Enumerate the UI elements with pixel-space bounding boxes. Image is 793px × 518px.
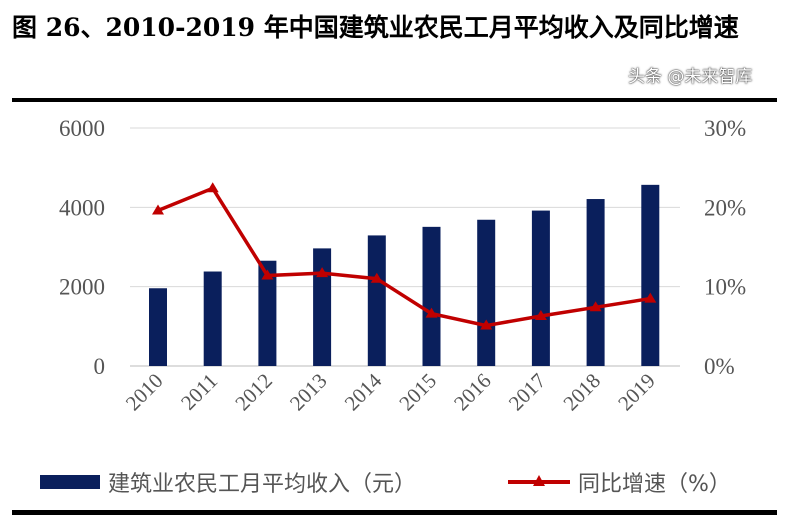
x-tick-label: 2016 (449, 369, 496, 416)
x-tick-label: 2011 (176, 369, 222, 415)
growth-marker-2012 (261, 269, 274, 280)
top-rule (12, 98, 777, 102)
x-tick-label: 2015 (394, 369, 441, 416)
x-tick-label: 2013 (285, 369, 332, 416)
left-tick-label: 2000 (59, 275, 105, 300)
growth-marker-2017 (534, 310, 547, 321)
x-tick-label: 2012 (230, 369, 277, 416)
bar-2014 (367, 235, 386, 366)
chart-title: 图 26、2010-2019 年中国建筑业农民工月平均收入及同比增速 (12, 13, 739, 42)
growth-marker-2011 (206, 182, 219, 193)
bar-2016 (477, 219, 496, 366)
bar-2015 (422, 226, 441, 366)
watermark: 头条 @未来智库 (628, 67, 753, 87)
growth-marker-2013 (316, 267, 329, 278)
bar-2018 (586, 199, 605, 366)
growth-marker-2016 (480, 319, 493, 330)
left-tick-label: 4000 (59, 195, 105, 220)
x-tick-label: 2014 (340, 368, 387, 415)
x-tick-label: 2017 (504, 369, 551, 416)
right-tick-label: 10% (704, 275, 746, 300)
x-tick-label: 2018 (558, 369, 605, 416)
bar-2017 (531, 210, 550, 366)
growth-marker-2018 (589, 301, 602, 312)
bottom-rule (12, 510, 777, 515)
bar-2012 (258, 260, 277, 366)
left-tick-label: 0 (94, 354, 106, 379)
legend-bar-label: 建筑业农民工月平均收入（元） (108, 472, 416, 497)
growth-marker-2014 (370, 272, 383, 283)
x-tick-label: 2010 (121, 369, 168, 416)
growth-marker-2015 (425, 307, 438, 318)
left-tick-label: 6000 (59, 116, 105, 141)
bar-2010 (149, 288, 167, 366)
bar-2019 (641, 184, 660, 366)
x-tick-label: 2019 (613, 369, 660, 416)
right-tick-label: 30% (704, 116, 746, 141)
legend-line-marker (533, 475, 545, 486)
bar-2011 (203, 271, 222, 366)
growth-line (157, 186, 651, 328)
right-tick-label: 20% (704, 195, 746, 220)
bar-2013 (313, 248, 332, 366)
right-tick-label: 0% (704, 354, 735, 379)
legend-bar-swatch (40, 475, 100, 489)
growth-marker-2010 (152, 204, 164, 215)
legend-line-label: 同比增速（%） (578, 472, 731, 497)
growth-marker-2019 (644, 292, 657, 303)
